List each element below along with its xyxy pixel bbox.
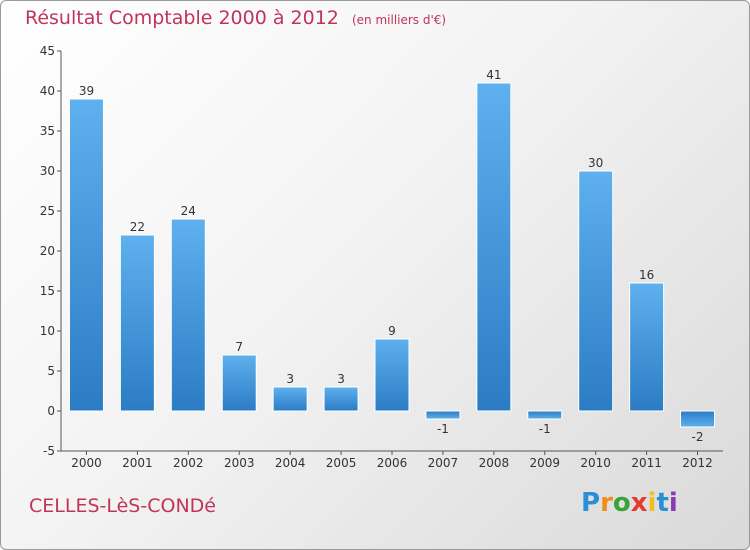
data-label: -2 [692, 430, 704, 444]
bar [425, 410, 461, 420]
logo-letter: r [600, 488, 613, 518]
y-tick-label: -5 [43, 444, 55, 458]
logo-letter: i [647, 488, 657, 518]
bar [374, 338, 410, 412]
x-tick-label: 2006 [377, 456, 408, 470]
data-label: 7 [235, 340, 243, 354]
logo-letter: P [581, 488, 601, 518]
bar [272, 386, 308, 412]
bar [629, 282, 665, 412]
chart-axes: -5 0 5 10 15 20 25 30 35 40 45 2000 2001 2002 2003 2004… [40, 44, 723, 470]
bar [170, 218, 206, 412]
data-label: 16 [639, 268, 654, 282]
chart-subtitle: (en milliers d'€) [351, 13, 447, 27]
bar [323, 386, 359, 412]
x-tick-label: 2008 [479, 456, 510, 470]
x-tick-label: 2011 [631, 456, 662, 470]
x-tick-label: 2012 [682, 456, 713, 470]
y-tick-label: 25 [40, 204, 55, 218]
logo-letter: i [668, 488, 678, 518]
y-tick-label: 20 [40, 244, 55, 258]
bar [476, 82, 512, 412]
x-tick-label: 2004 [275, 456, 306, 470]
data-label: 24 [181, 204, 196, 218]
data-label: -1 [539, 422, 551, 436]
y-tick-label: 30 [40, 164, 55, 178]
x-tick-label: 2009 [529, 456, 560, 470]
y-tick-label: 5 [47, 364, 55, 378]
y-tick-label: 15 [40, 284, 55, 298]
chart-title-block: Résultat Comptable 2000 à 2012 (en milli… [25, 7, 446, 29]
data-label: 30 [588, 156, 603, 170]
data-label: 9 [388, 324, 396, 338]
data-label: 3 [286, 372, 294, 386]
x-tick-label: 2003 [224, 456, 255, 470]
bar [221, 354, 257, 412]
data-label: 22 [130, 220, 145, 234]
y-tick-label: 45 [40, 44, 55, 58]
x-tick-label: 2000 [71, 456, 102, 470]
data-label: 39 [79, 84, 94, 98]
bar [527, 410, 563, 420]
proxiti-logo: Proxiti [581, 488, 678, 518]
y-tick-label: 0 [47, 404, 55, 418]
bar [119, 234, 155, 412]
y-tick-label: 10 [40, 324, 55, 338]
commune-name: CELLES-LèS-CONDé [29, 495, 216, 517]
data-label: 3 [337, 372, 345, 386]
x-tick-label: 2001 [122, 456, 153, 470]
logo-letter: x [630, 488, 648, 518]
x-tick-label: 2010 [580, 456, 611, 470]
data-label: -1 [437, 422, 449, 436]
x-tick-label: 2005 [326, 456, 357, 470]
data-label: 41 [486, 68, 501, 82]
x-tick-label: 2007 [428, 456, 459, 470]
x-tick-label: 2002 [173, 456, 204, 470]
bar [68, 98, 104, 412]
y-tick-label: 40 [40, 84, 55, 98]
bar [680, 410, 716, 428]
logo-letter: t [656, 488, 669, 518]
bar [578, 170, 614, 412]
y-tick-label: 35 [40, 124, 55, 138]
chart-title: Résultat Comptable 2000 à 2012 [25, 7, 339, 29]
logo-letter: o [612, 488, 631, 518]
